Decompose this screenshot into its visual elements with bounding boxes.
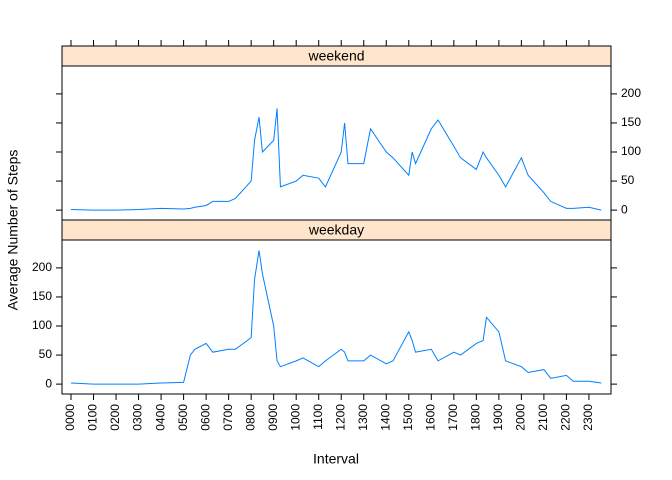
- x-tick-label: 2300: [581, 404, 595, 431]
- x-tick-label: 2100: [536, 404, 550, 431]
- x-tick-label: 0800: [243, 404, 257, 431]
- x-tick-label: 1600: [423, 404, 437, 431]
- x-tick-label: 0000: [63, 404, 77, 431]
- x-tick-label: 0100: [86, 404, 100, 431]
- y-tick-label: 0: [45, 376, 52, 390]
- x-tick-label: 0600: [198, 404, 212, 431]
- x-tick-label: 1700: [446, 404, 460, 431]
- y-tick-label: 100: [621, 144, 641, 158]
- y-tick-label: 0: [621, 202, 628, 216]
- data-line: [70, 108, 602, 211]
- y-tick-label: 200: [621, 86, 641, 100]
- x-tick-label: 1800: [469, 404, 483, 431]
- y-axis-label: Average Number of Steps: [5, 150, 21, 311]
- y-tick-label: 100: [32, 318, 52, 332]
- panel: [61, 239, 612, 395]
- x-tick-label: 1000: [288, 404, 302, 431]
- x-tick-label: 1400: [378, 404, 392, 431]
- data-line: [70, 250, 602, 385]
- y-tick-label: 50: [39, 347, 53, 361]
- strip-label: weekday: [308, 222, 364, 238]
- x-tick-label: 0700: [221, 404, 235, 431]
- y-tick-label: 150: [32, 289, 52, 303]
- x-tick-label: 1200: [333, 404, 347, 431]
- x-axis-label: Interval: [313, 451, 359, 467]
- y-tick-label: 50: [621, 173, 635, 187]
- x-tick-label: 0400: [153, 404, 167, 431]
- strip-label: weekend: [307, 48, 364, 64]
- x-tick-label: 0200: [108, 404, 122, 431]
- y-tick-label: 150: [621, 115, 641, 129]
- y-tick-label: 200: [32, 260, 52, 274]
- x-tick-label: 1100: [311, 404, 325, 430]
- x-tick-label: 0300: [131, 404, 145, 431]
- x-tick-label: 2200: [559, 404, 573, 431]
- x-tick-label: 1500: [401, 404, 415, 431]
- panel: [61, 65, 612, 221]
- x-tick-label: 1300: [356, 404, 370, 431]
- x-tick-label: 0900: [266, 404, 280, 431]
- x-tick-label: 2000: [514, 404, 528, 431]
- x-tick-label: 1900: [491, 404, 505, 431]
- x-tick-label: 0500: [176, 404, 190, 431]
